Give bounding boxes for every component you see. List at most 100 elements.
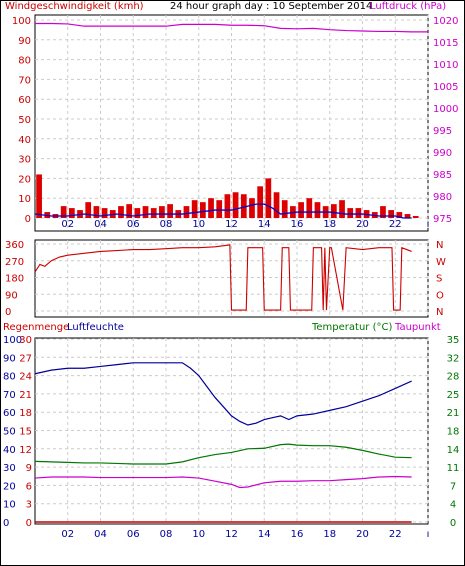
wind-bar [134,208,141,218]
compass-tick-label: S [436,274,442,285]
pressure-tick-label: 985 [433,170,452,181]
direction-tick-label: 0 [5,307,11,318]
temperature-tick-label: 28 [447,372,460,383]
wind-tick-label: 0 [25,214,31,225]
x-tick-label: 16 [291,529,304,540]
temperature-tick-label: 21 [447,408,460,419]
humidity-tick-label: 20 [3,481,16,492]
rain-tick-label: 21 [19,390,32,401]
pressure-tick-label: 1005 [433,82,458,93]
x-tick-label: 20 [356,219,369,230]
wind-axis-title: Windgeschwindigkeit (kmh) [5,1,144,12]
temperature-line [34,443,412,465]
wind-bar [36,174,42,218]
wind-bar [191,200,198,218]
wind-bar [339,200,345,218]
wind-bar [150,208,157,218]
wind-bar [314,202,321,218]
x-tick-label: 22 [389,219,402,230]
x-tick-label: 14 [258,219,271,230]
x-tick-label: 14 [258,529,271,540]
rain-tick-label: 15 [19,427,32,438]
compass-tick-label: O [436,290,444,301]
direction-tick-label: 270 [5,257,24,268]
wind-bar [298,202,304,218]
wind-tick-label: 60 [18,95,31,106]
wind-bar [93,206,100,218]
wind-bar [240,194,247,218]
pressure-tick-label: 1000 [433,104,458,115]
humidity-label: Luftfeuchte [67,322,124,333]
wind-bar [126,204,133,218]
x-tick-label: 08 [160,219,173,230]
rain-tick-label: 18 [19,408,32,419]
humidity-y-ticks: 0 10 20 30 40 50 60 70 80 90 100 [3,335,22,529]
wind-bar [159,206,165,218]
pressure-tick-label: 980 [433,192,452,203]
wind-bar [224,194,231,218]
humidity-tick-label: 0 [3,518,9,529]
chart-title: 24 hour graph day : 10 September 2014 [170,1,372,12]
wind-direction-line [34,244,412,311]
x-tick-label: 06 [127,219,140,230]
wind-tick-label: 90 [18,36,31,47]
mean-wind-line [34,203,412,219]
pressure-y-ticks: 975 980 985 990 995 1000 1005 1010 1015 1020 [433,16,458,225]
x-tick-label: 12 [225,529,238,540]
pressure-tick-label: 975 [433,214,452,225]
wind-tick-label: 10 [18,194,31,205]
rain-tick-label: 3 [26,500,32,511]
wind-bar [142,206,149,218]
wind-bar [208,198,214,218]
x-tick-label: 18 [323,219,336,230]
temperature-tick-label: 11 [447,463,460,474]
wind-tick-label: 30 [18,155,31,166]
temperature-tick-label: 0 [450,518,456,529]
wind-bars [36,174,419,218]
wind-bar [167,204,173,218]
humidity-line [34,362,412,426]
direction-tick-label: 180 [5,274,24,285]
wind-bar [199,202,206,218]
pressure-tick-label: 990 [433,148,452,159]
x-tick-label: 18 [323,529,336,540]
humidity-tick-label: 80 [3,372,16,383]
x-tick-label: 10 [192,529,205,540]
humidity-tick-label: 70 [3,390,16,401]
rain-label: Regenmenge [3,322,69,333]
humidity-tick-label: 10 [3,500,16,511]
wind-tick-label: 100 [12,16,31,27]
x-tick-label: 04 [94,529,107,540]
wind-x-ticks: 02 04 06 08 10 12 14 16 18 20 22 ı [61,219,429,230]
temperature-y-ticks: 0 4 7 11 14 18 21 25 28 32 35 [447,335,460,529]
wind-y-ticks: 0 10 20 30 40 50 60 70 80 90 100 [12,16,31,225]
wind-bar [396,212,403,218]
compass-tick-label: N [436,307,443,318]
wind-tick-label: 20 [18,174,31,185]
wind-bar [330,204,337,218]
temperature-tick-label: 14 [447,445,460,456]
x-tick-label: ı [427,529,430,540]
humidity-panel-grid [35,338,429,524]
pressure-tick-label: 995 [433,126,452,137]
pressure-tick-label: 1010 [433,60,458,71]
wind-bar [281,200,288,218]
wind-bar [60,206,67,218]
wind-bar [306,198,313,218]
x-tick-label: 04 [94,219,107,230]
pressure-tick-label: 1020 [433,16,458,27]
temperature-tick-label: 18 [447,427,460,438]
x-tick-label: 16 [291,219,304,230]
rain-tick-label: 30 [19,335,32,346]
wind-bar [118,206,124,218]
dewpoint-label: Taupunkt [394,322,441,333]
humidity-tick-label: 60 [3,408,16,419]
pressure-axis-title: Luftdruck (hPa) [370,1,446,12]
dewpoint-line [34,475,412,489]
rain-tick-label: 27 [19,353,32,364]
wind-bar [68,208,75,218]
humidity-x-ticks: 02 04 06 08 10 12 14 16 18 20 22 ı [61,529,429,540]
